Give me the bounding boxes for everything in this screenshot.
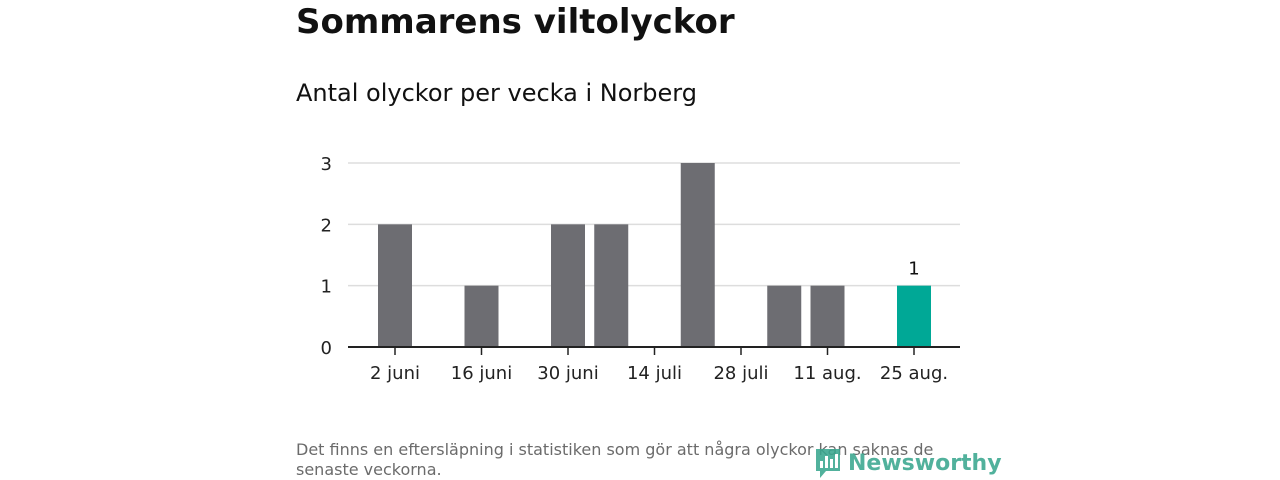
y-tick-label: 3 [321, 154, 332, 175]
x-tick-label: 14 juli [627, 363, 682, 384]
x-tick-label: 2 juni [370, 363, 420, 384]
y-tick-label: 2 [321, 215, 332, 236]
x-tick-label: 11 aug. [793, 363, 861, 384]
bar [810, 285, 845, 347]
chart-subtitle: Antal olyckor per vecka i Norberg [296, 79, 697, 107]
newsworthy-logo-icon [816, 449, 840, 478]
bar [680, 163, 715, 347]
newsworthy-logo-text: Newsworthy [848, 450, 1002, 476]
newsworthy-logo: Newsworthy [814, 446, 1002, 480]
x-tick-label: 30 juni [537, 363, 598, 384]
page-title: Sommarens viltolyckor [296, 2, 735, 42]
y-tick-label: 0 [321, 338, 332, 359]
y-tick-label: 1 [321, 277, 332, 298]
x-tick-label: 25 aug. [880, 363, 948, 384]
bar [551, 224, 585, 347]
bar [378, 224, 412, 347]
bar [464, 285, 499, 347]
footnote: Det finns en eftersläpning i statistiken… [296, 440, 934, 479]
bar [594, 224, 629, 347]
bar-value-label: 1 [908, 259, 919, 280]
x-tick-label: 28 juli [713, 363, 768, 384]
bar [767, 285, 802, 347]
x-tick-label: 16 juni [451, 363, 512, 384]
highlighted-bar [897, 285, 931, 347]
